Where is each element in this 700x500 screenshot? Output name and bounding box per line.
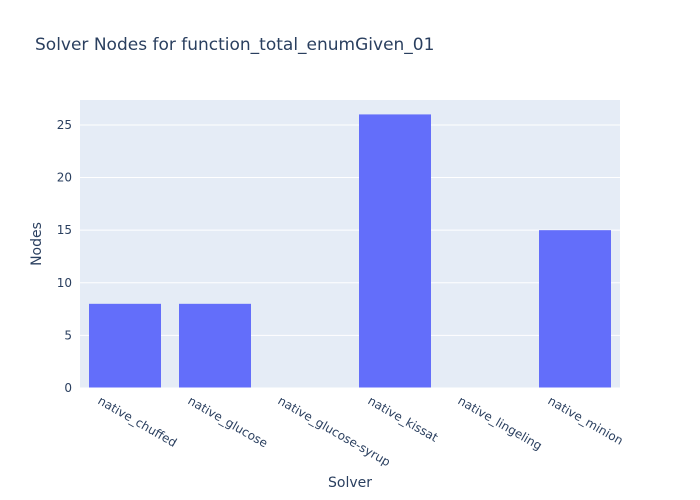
y-tick-label: 5 (64, 328, 72, 342)
bar-native_minion (539, 230, 611, 388)
y-axis-ticks: 0 5 10 15 20 25 (57, 118, 72, 395)
y-tick-label: 25 (57, 118, 72, 132)
bar-native_glucose (179, 303, 251, 388)
x-tick-label: native_lingeling (456, 393, 545, 452)
y-tick-label: 0 (64, 381, 72, 395)
y-axis-title: Nodes (29, 222, 45, 266)
y-tick-label: 10 (57, 276, 72, 290)
x-tick-label: native_kissat (366, 393, 441, 444)
x-axis-title: Solver (328, 475, 372, 491)
x-tick-label: native_glucose (186, 393, 271, 450)
y-tick-label: 15 (57, 223, 72, 237)
x-axis-ticks: native_chuffed native_glucose native_gluco… (96, 393, 626, 469)
gridlines (80, 124, 620, 336)
chart-title: Solver Nodes for function_total_enumGive… (35, 35, 434, 55)
bar-native_kissat (359, 114, 431, 389)
plot-area (80, 100, 620, 388)
bar-native_chuffed (89, 303, 161, 388)
x-tick-label: native_minion (546, 393, 626, 447)
x-tick-label: native_chuffed (96, 393, 180, 449)
bars (80, 114, 620, 389)
y-tick-label: 20 (57, 171, 72, 185)
